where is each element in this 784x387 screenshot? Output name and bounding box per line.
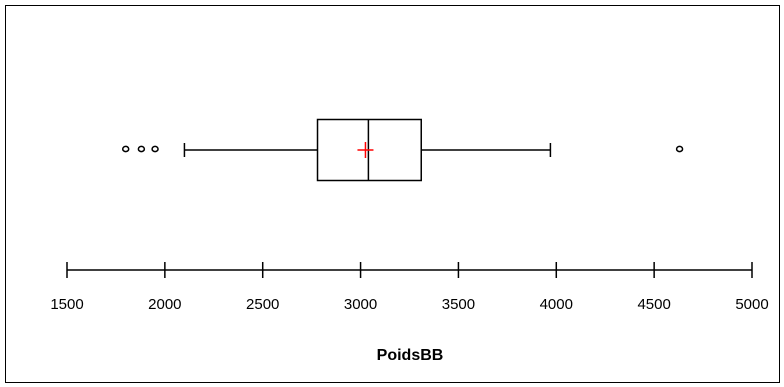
x-tick-label: 5000	[735, 296, 768, 313]
outlier-point	[121, 145, 130, 153]
chart-frame	[5, 5, 780, 383]
x-tick-label: 4000	[540, 296, 573, 313]
x-tick-label: 1500	[50, 296, 83, 313]
x-tick-label: 3000	[344, 296, 377, 313]
outlier-point	[151, 145, 159, 153]
x-tick-label: 2500	[246, 296, 279, 313]
outlier-point	[675, 145, 684, 153]
x-tick-label: 4500	[637, 296, 670, 313]
outlier-point	[137, 145, 146, 153]
x-tick-label: 2000	[148, 296, 181, 313]
x-tick-label: 3500	[442, 296, 475, 313]
x-axis-title: PoidsBB	[377, 347, 444, 364]
